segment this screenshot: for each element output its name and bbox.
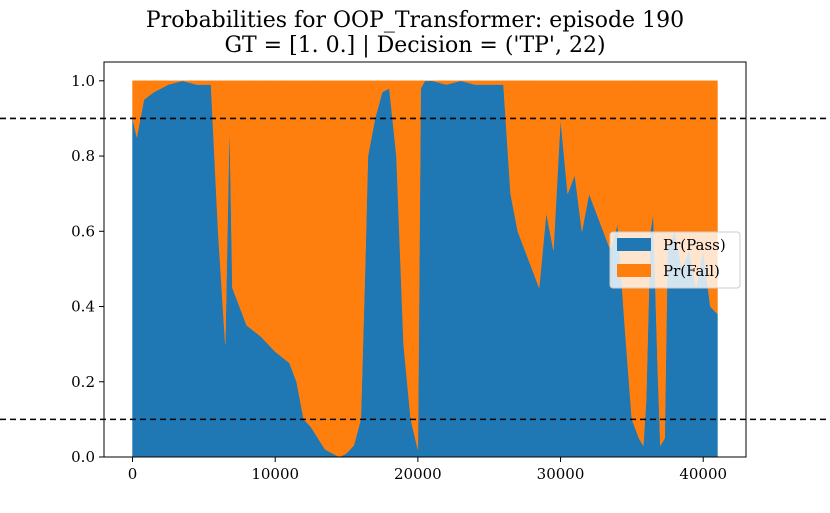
threshold-lines xyxy=(0,117,830,421)
x-tick-label: 40000 xyxy=(679,465,727,483)
legend-label-pr-pass: Pr(Pass) xyxy=(663,236,726,254)
x-tick-label: 20000 xyxy=(394,465,442,483)
x-tick-label: 0 xyxy=(128,465,138,483)
plot-frame xyxy=(103,61,747,458)
legend-swatch-pr-pass xyxy=(617,238,651,251)
y-tick-label: 1.0 xyxy=(71,72,95,90)
legend-swatch-pr-fail xyxy=(617,264,651,277)
y-axis-ticks: 0.0 0.2 0.4 0.6 0.8 1.0 xyxy=(71,72,104,466)
y-tick-label: 0.0 xyxy=(71,448,95,466)
legend-label-pr-fail: Pr(Fail) xyxy=(663,262,720,280)
y-tick-label: 0.2 xyxy=(71,373,95,391)
area-pr-fail xyxy=(132,80,718,458)
y-tick-label: 0.8 xyxy=(71,147,95,165)
y-tick-label: 0.6 xyxy=(71,222,95,240)
legend: Pr(Pass) Pr(Fail) xyxy=(609,231,741,289)
x-axis-ticks: 0 10000 20000 30000 40000 xyxy=(128,457,727,483)
y-tick-label: 0.4 xyxy=(71,298,95,316)
chart-title: Probabilities for OOP_Transformer: episo… xyxy=(145,8,685,33)
x-tick-label: 10000 xyxy=(251,465,299,483)
chart-subtitle: GT = [1. 0.] | Decision = ('TP', 22) xyxy=(224,33,606,58)
x-tick-label: 30000 xyxy=(537,465,585,483)
